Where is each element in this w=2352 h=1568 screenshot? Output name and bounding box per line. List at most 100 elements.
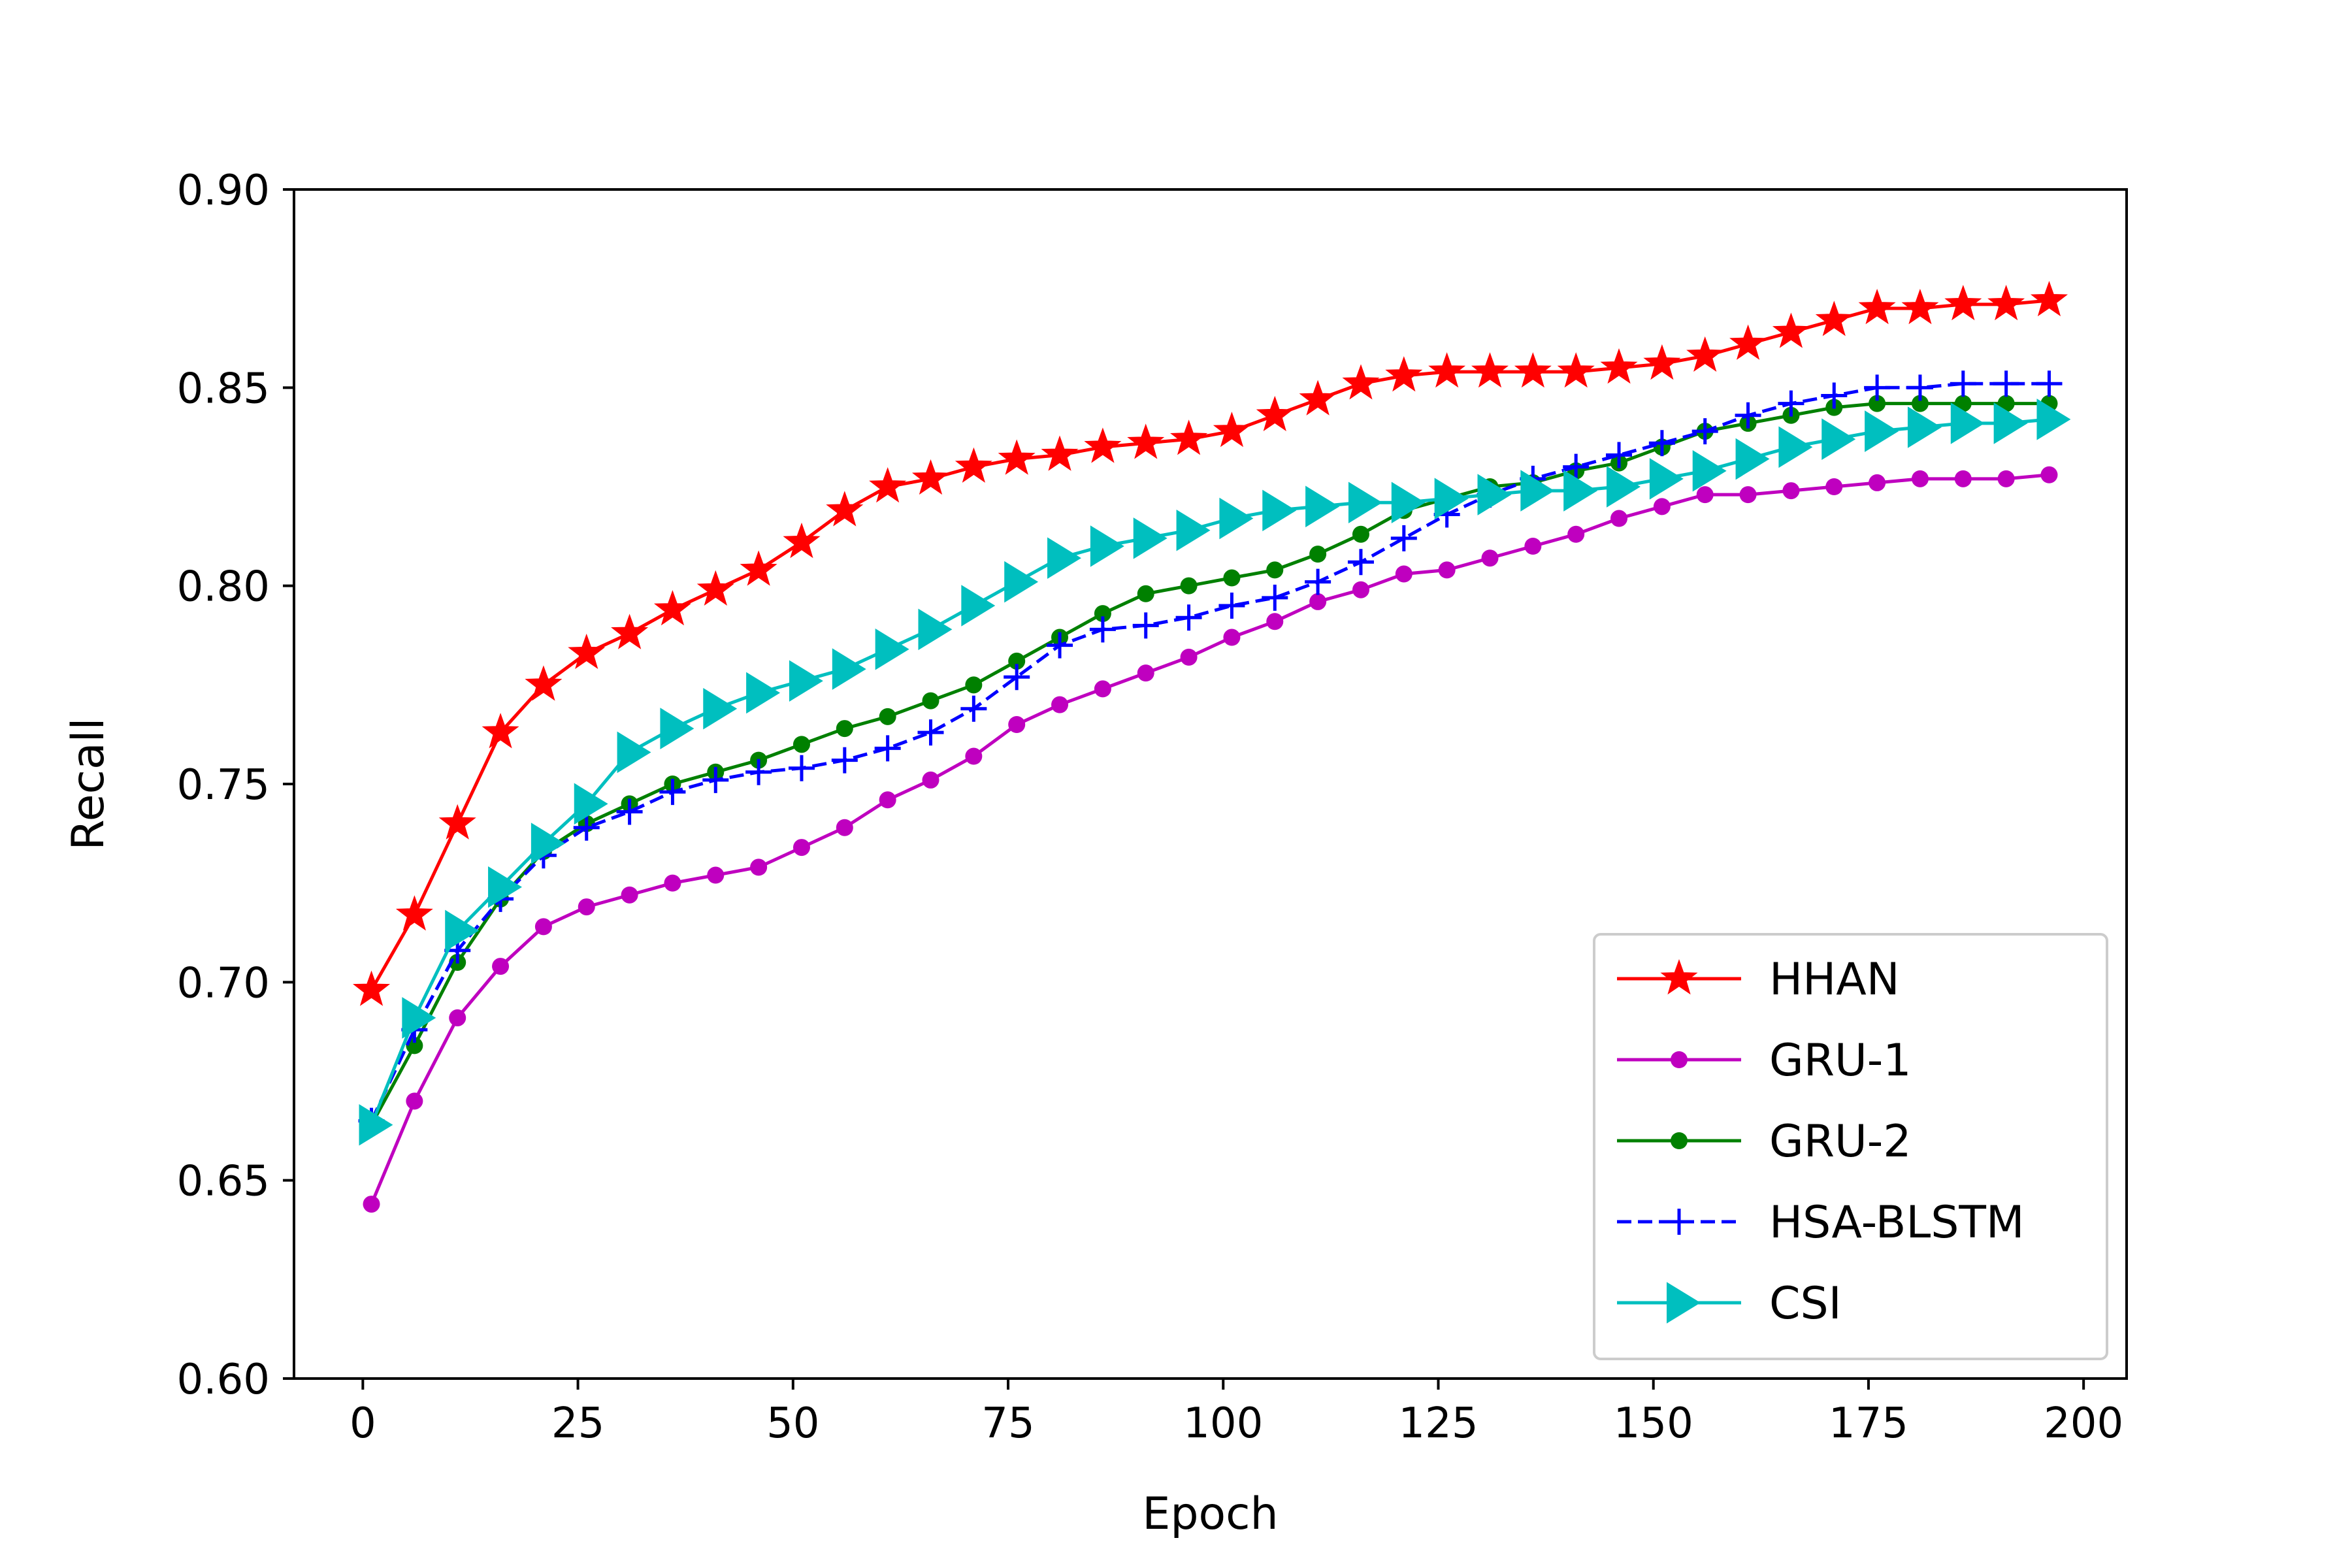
- data-point-csi: [531, 823, 565, 864]
- data-point-gru-1: [492, 958, 510, 975]
- data-point-gru-1: [664, 874, 681, 892]
- data-point-csi: [574, 783, 608, 825]
- data-point-hhan: [525, 665, 563, 701]
- data-point-gru-1: [1739, 486, 1757, 504]
- y-tick-label: 0.65: [177, 1158, 270, 1206]
- data-point-hsa-blstm: [1735, 402, 1761, 429]
- data-point-hsa-blstm: [831, 747, 858, 774]
- data-point-hhan: [2030, 280, 2068, 317]
- legend-marker-gru-2: [1671, 1132, 1688, 1149]
- data-point-gru-2: [1180, 577, 1198, 595]
- data-point-hhan: [1643, 344, 1681, 380]
- data-point-csi: [2036, 399, 2071, 440]
- data-point-csi: [1993, 402, 2028, 444]
- x-axis-label: Epoch: [1142, 1488, 1278, 1540]
- data-point-csi: [445, 909, 480, 952]
- data-point-gru-1: [1954, 470, 1972, 487]
- x-tick-label: 150: [1614, 1399, 1693, 1448]
- legend-label-hhan: HHAN: [1769, 954, 1900, 1005]
- data-point-gru-1: [1094, 680, 1111, 698]
- data-point-gru-2: [1352, 525, 1369, 543]
- legend-label-hsa-blstm: HSA-BLSTM: [1769, 1197, 2025, 1249]
- legend-entry-hhan: HHAN: [1617, 954, 1900, 1005]
- data-point-csi: [961, 585, 996, 627]
- data-point-hhan: [1901, 289, 1939, 325]
- data-point-gru-1: [1481, 549, 1499, 567]
- data-point-hsa-blstm: [1218, 593, 1245, 619]
- data-point-hhan: [1385, 356, 1423, 392]
- data-point-csi: [1563, 470, 1598, 512]
- data-point-hhan: [1041, 435, 1079, 471]
- data-point-gru-1: [1438, 561, 1456, 579]
- data-point-csi: [703, 687, 738, 730]
- data-point-hhan: [1084, 427, 1122, 463]
- data-point-hsa-blstm: [1262, 584, 1288, 611]
- x-tick-label: 175: [1829, 1399, 1908, 1448]
- data-point-gru-1: [707, 866, 725, 884]
- data-point-gru-1: [1610, 510, 1628, 527]
- data-point-csi: [1348, 482, 1382, 524]
- data-point-csi: [1907, 406, 1942, 448]
- data-point-csi: [488, 866, 522, 908]
- series-csi: [359, 399, 2071, 1146]
- data-point-gru-1: [1395, 565, 1413, 583]
- data-point-gru-2: [1309, 546, 1327, 563]
- data-point-hhan: [1987, 284, 2025, 321]
- x-tick-label: 200: [2044, 1399, 2123, 1448]
- data-point-hhan: [1600, 348, 1638, 384]
- data-point-hhan: [1944, 284, 1982, 321]
- data-point-csi: [1778, 426, 1813, 468]
- data-point-hhan: [1342, 364, 1380, 400]
- data-point-gru-1: [1309, 593, 1327, 610]
- data-point-gru-2: [965, 676, 983, 694]
- data-point-gru-2: [1008, 652, 1026, 670]
- data-point-csi: [1865, 410, 1899, 452]
- y-tick-label: 0.70: [177, 959, 270, 1007]
- data-point-hhan: [1170, 419, 1208, 455]
- series-layer: [352, 280, 2071, 1213]
- data-point-gru-2: [836, 720, 853, 738]
- data-point-hsa-blstm: [1993, 370, 2019, 397]
- data-point-gru-1: [1782, 482, 1800, 500]
- data-point-hhan: [653, 590, 691, 626]
- data-point-gru-1: [1266, 613, 1284, 630]
- data-point-gru-1: [1008, 716, 1026, 733]
- data-point-hsa-blstm: [1089, 616, 1116, 643]
- data-point-hsa-blstm: [1390, 525, 1417, 551]
- data-point-gru-2: [1137, 585, 1154, 602]
- data-point-hhan: [1686, 336, 1724, 372]
- legend-label-csi: CSI: [1769, 1278, 1842, 1330]
- data-point-hsa-blstm: [1004, 664, 1030, 691]
- data-point-csi: [1735, 438, 1770, 480]
- data-point-csi: [1047, 537, 1081, 579]
- data-point-hhan: [826, 491, 864, 527]
- data-point-gru-2: [1094, 605, 1111, 623]
- series-line-gru-2: [370, 402, 2050, 1126]
- data-point-hsa-blstm: [1906, 374, 1933, 401]
- data-point-hsa-blstm: [573, 814, 600, 841]
- x-tick-label: 125: [1398, 1399, 1478, 1448]
- data-point-csi: [402, 997, 436, 1039]
- y-tick-label: 0.60: [177, 1356, 270, 1404]
- data-point-hsa-blstm: [616, 798, 643, 825]
- data-point-hsa-blstm: [745, 759, 772, 785]
- data-point-gru-1: [621, 886, 638, 904]
- data-point-hhan: [1557, 352, 1595, 388]
- data-point-gru-1: [534, 918, 552, 936]
- data-point-gru-1: [1997, 470, 2015, 487]
- data-point-gru-1: [1352, 581, 1369, 598]
- data-point-gru-1: [2040, 466, 2058, 483]
- data-point-hhan: [1772, 312, 1810, 348]
- data-point-gru-1: [965, 747, 983, 765]
- data-point-hhan: [783, 522, 821, 559]
- x-tick-label: 75: [981, 1399, 1034, 1448]
- data-point-gru-1: [578, 898, 595, 916]
- data-point-gru-1: [1051, 696, 1069, 713]
- data-point-hsa-blstm: [702, 766, 729, 793]
- legend-marker-hhan: [1660, 959, 1698, 995]
- data-point-csi: [1305, 485, 1340, 528]
- data-point-hhan: [740, 550, 777, 586]
- data-point-csi: [1391, 482, 1426, 524]
- data-point-gru-1: [1869, 474, 1886, 491]
- x-tick-label: 0: [350, 1399, 376, 1448]
